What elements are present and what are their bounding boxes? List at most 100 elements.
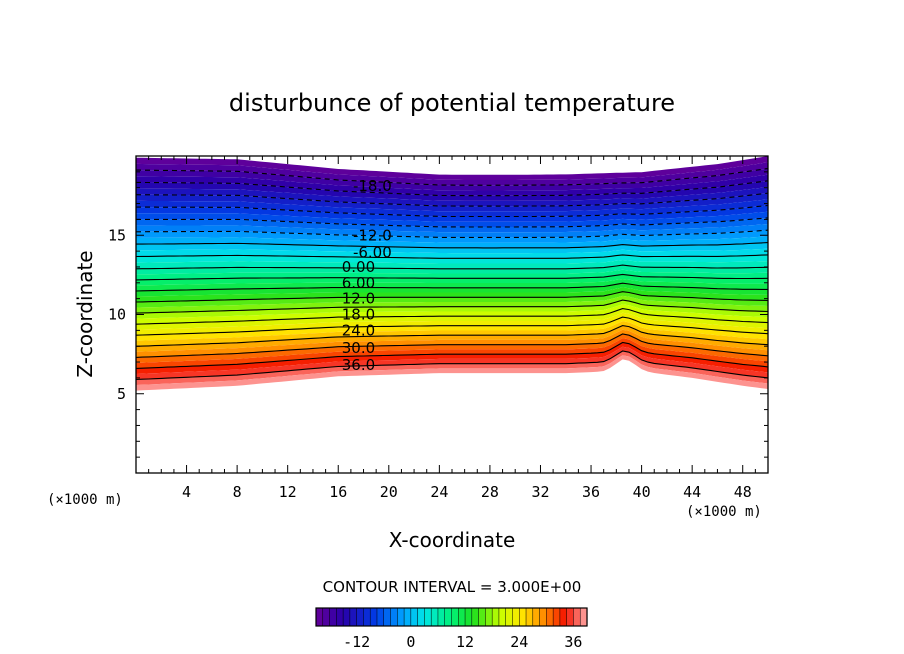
y-tick-label: 15 bbox=[108, 226, 126, 244]
contour-band bbox=[136, 329, 768, 358]
contour-label: 36.0 bbox=[342, 356, 375, 374]
x-tick-label: 48 bbox=[734, 483, 752, 501]
colorbar-segment bbox=[342, 607, 351, 627]
contour-band bbox=[136, 199, 768, 217]
contour-line bbox=[136, 299, 768, 314]
contour-line bbox=[136, 229, 768, 238]
colorbar-segment bbox=[471, 607, 480, 627]
colorbar-segment bbox=[444, 607, 453, 627]
colorbar-segment bbox=[464, 607, 473, 627]
contour-band bbox=[136, 217, 768, 233]
contour-line bbox=[136, 325, 768, 347]
colorbar-segment bbox=[369, 607, 378, 627]
x-axis-unit: (×1000 m) bbox=[686, 504, 762, 520]
contour-line bbox=[136, 291, 768, 303]
x-tick-label: 40 bbox=[633, 483, 651, 501]
colorbar-segment bbox=[315, 607, 324, 627]
contour-label: 12.0 bbox=[342, 290, 375, 308]
colorbar-segment bbox=[363, 607, 371, 627]
contour-band bbox=[136, 174, 768, 196]
contour-line bbox=[136, 167, 768, 186]
contour-line bbox=[136, 341, 768, 369]
colorbar-tick-label: 0 bbox=[406, 633, 415, 651]
colorbar-tick-label: 12 bbox=[456, 633, 474, 651]
colorbar-segment bbox=[532, 607, 541, 627]
contour-line bbox=[136, 316, 768, 336]
y-tick-label: 10 bbox=[108, 306, 126, 324]
contour-line bbox=[136, 204, 768, 218]
contour-band bbox=[136, 254, 768, 264]
colorbar-segment bbox=[410, 607, 419, 627]
contour-band bbox=[136, 224, 768, 238]
colorbar-segment bbox=[322, 607, 331, 627]
colorbar-segment bbox=[546, 607, 554, 627]
colorbar-segment bbox=[417, 607, 425, 627]
contour-band bbox=[136, 230, 768, 243]
contour-label-layer: -18.0 -12.0-6.000.006.0012.018.024.030.03… bbox=[342, 177, 392, 374]
colorbar-segment bbox=[579, 607, 588, 627]
contour-band bbox=[136, 236, 768, 248]
colorbar-segment bbox=[437, 607, 446, 627]
x-tick-label: 32 bbox=[531, 483, 549, 501]
contour-band bbox=[136, 205, 768, 222]
contour-band bbox=[136, 168, 768, 191]
contour-band bbox=[136, 304, 768, 325]
contour-band bbox=[136, 334, 768, 363]
contour-label: 30.0 bbox=[342, 339, 375, 357]
colorbar-segment bbox=[390, 607, 398, 627]
contour-line bbox=[136, 308, 768, 325]
y-axis-label: Z-coordinate bbox=[73, 250, 97, 377]
colorbar-segment bbox=[403, 607, 412, 627]
colorbar-segment bbox=[519, 607, 527, 627]
x-tick-label: 12 bbox=[279, 483, 297, 501]
colorbar-segment bbox=[356, 607, 364, 627]
colorbar-tick-label: 36 bbox=[564, 633, 582, 651]
contour-line bbox=[136, 264, 768, 270]
colorbar-segment bbox=[329, 607, 337, 627]
contour-label: -18.0 bbox=[353, 177, 392, 195]
x-tick-label: 16 bbox=[329, 483, 347, 501]
x-tick-label: 28 bbox=[481, 483, 499, 501]
contour-band bbox=[136, 265, 768, 275]
contour-band bbox=[136, 274, 768, 286]
contour-band bbox=[136, 300, 768, 319]
contour-label: 0.00 bbox=[342, 258, 375, 276]
contour-label: 6.00 bbox=[342, 274, 375, 292]
colorbar-segment bbox=[566, 607, 574, 627]
contour-band bbox=[136, 211, 768, 227]
colorbar-segment bbox=[430, 607, 439, 627]
chart-title: disturbunce of potential temperature bbox=[229, 89, 675, 117]
contour-band bbox=[136, 321, 768, 347]
contour-band bbox=[136, 295, 768, 314]
x-axis-label: X-coordinate bbox=[389, 528, 516, 552]
contour-line bbox=[136, 282, 768, 292]
contour-band bbox=[136, 346, 768, 380]
contour-band bbox=[136, 180, 768, 201]
colorbar-segment bbox=[552, 607, 561, 627]
contour-line bbox=[136, 192, 768, 207]
colorbar-segment bbox=[478, 607, 486, 627]
colorbar-segment bbox=[376, 607, 385, 627]
contour-band bbox=[136, 355, 768, 391]
contour-band bbox=[136, 308, 768, 330]
contour-band bbox=[136, 162, 768, 186]
colorbar-segment bbox=[424, 607, 432, 627]
contour-interval-text: CONTOUR INTERVAL = 3.000E+00 bbox=[323, 578, 582, 596]
contour-line bbox=[136, 242, 768, 249]
x-tick-label: 36 bbox=[582, 483, 600, 501]
colorbar-segment bbox=[498, 607, 507, 627]
contour-band bbox=[136, 325, 768, 352]
x-tick-label: 20 bbox=[380, 483, 398, 501]
colorbar-frame bbox=[315, 607, 588, 627]
colorbar-segment bbox=[458, 607, 466, 627]
contour-line bbox=[136, 180, 768, 197]
contour-label: 24.0 bbox=[342, 321, 375, 339]
colorbar-tick-label: -12 bbox=[343, 633, 370, 651]
contour-label: 18.0 bbox=[342, 306, 375, 324]
contour-band bbox=[136, 342, 768, 374]
colorbar-segment bbox=[383, 607, 392, 627]
colorbar-segment bbox=[559, 607, 568, 627]
contour-line bbox=[136, 254, 768, 259]
